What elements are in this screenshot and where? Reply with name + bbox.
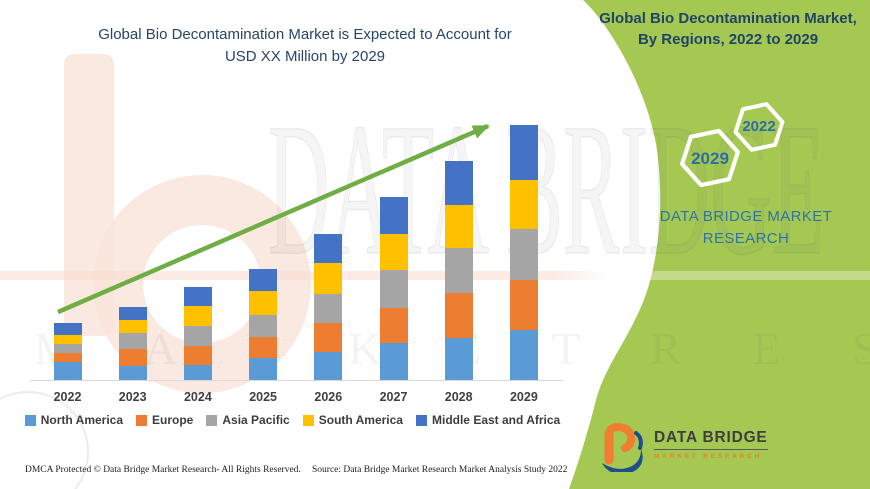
- x-axis-label-2027: 2027: [379, 390, 408, 404]
- legend-label-south-america: South America: [318, 413, 403, 427]
- x-axis-label-2028: 2028: [444, 390, 473, 404]
- chart-title-line2: USD XX Million by 2029: [224, 48, 386, 65]
- legend-label-north-america: North America: [40, 413, 124, 427]
- bar-segment-2029-north-america: [509, 330, 538, 380]
- panel-brand-line1: DATA BRIDGE MARKET: [659, 208, 833, 225]
- faint-circle-watermark: [0, 391, 89, 489]
- legend-swatch-south-america: [302, 414, 314, 426]
- bar-segment-2023-asia-pacific: [118, 333, 147, 349]
- bar-segment-2025-asia-pacific: [249, 315, 278, 337]
- bar-segment-2026-south-america: [314, 263, 343, 294]
- legend-item-north-america: North America: [24, 413, 124, 427]
- bar-segment-2029-europe: [509, 280, 538, 330]
- chart-legend: North America Europe Asia Pacific South Ame…: [0, 413, 585, 427]
- bar-segment-2023-south-america: [118, 320, 147, 333]
- legend-swatch-europe: [136, 414, 148, 426]
- bar-segment-2028-asia-pacific: [444, 248, 473, 293]
- bar-segment-2022-asia-pacific: [53, 344, 82, 353]
- legend-item-europe: Europe: [136, 413, 193, 427]
- bar-segment-2026-asia-pacific: [314, 294, 343, 323]
- data-bridge-b-icon: [602, 422, 643, 472]
- bar-segment-2026-europe: [314, 323, 343, 352]
- legend-item-south-america: South America: [302, 413, 403, 427]
- bar-segment-2025-north-america: [249, 358, 278, 380]
- panel-title-line2: By Regions, 2022 to 2029: [637, 31, 819, 48]
- legend-swatch-asia-pacific: [206, 414, 218, 426]
- dmca-notice: DMCA Protected © Data Bridge Market Rese…: [25, 465, 301, 475]
- bar-segment-2028-europe: [444, 293, 473, 338]
- bar-segment-2024-europe: [183, 346, 212, 365]
- chart-title-line1: Global Bio Decontamination Market is Exp…: [98, 26, 512, 43]
- bar-segment-2024-asia-pacific: [183, 326, 212, 346]
- panel-title-line1: Global Bio Decontamination Market,: [599, 10, 857, 27]
- bar-segment-2022-middle-east-and-africa: [53, 323, 82, 335]
- bar-segment-2022-north-america: [53, 362, 82, 380]
- x-axis-label-2029: 2029: [509, 390, 538, 404]
- legend-item-middle-east-and-africa: Middle East and Africa: [415, 413, 561, 427]
- bar-segment-2024-north-america: [183, 365, 212, 380]
- logo-subtitle: MARKET RESEARCH: [654, 452, 763, 460]
- bar-segment-2023-middle-east-and-africa: [118, 307, 147, 320]
- bar-segment-2025-middle-east-and-africa: [249, 269, 278, 291]
- x-axis-label-2022: 2022: [53, 390, 82, 404]
- bar-segment-2022-south-america: [53, 335, 82, 344]
- panel-title: Global Bio Decontamination Market, By Re…: [590, 8, 866, 50]
- x-axis-label-2026: 2026: [314, 390, 343, 404]
- bar-segment-2026-north-america: [314, 352, 343, 380]
- legend-label-europe: Europe: [152, 413, 194, 427]
- bar-segment-2027-middle-east-and-africa: [379, 197, 408, 234]
- bar-segment-2023-europe: [118, 349, 147, 366]
- hexagon-2022-icon: [733, 102, 785, 152]
- bar-segment-2025-south-america: [249, 291, 278, 315]
- legend-swatch-north-america: [24, 414, 36, 426]
- chart-title: Global Bio Decontamination Market is Exp…: [40, 24, 570, 68]
- bar-segment-2023-north-america: [118, 366, 147, 380]
- x-axis-label-2024: 2024: [183, 390, 212, 404]
- bar-segment-2027-asia-pacific: [379, 270, 408, 308]
- bar-segment-2028-south-america: [444, 205, 473, 248]
- legend-item-asia-pacific: Asia Pacific: [206, 413, 290, 427]
- x-axis-label-2023: 2023: [118, 390, 147, 404]
- source-note: Source: Data Bridge Market Research Mark…: [312, 465, 568, 475]
- bar-segment-2024-middle-east-and-africa: [183, 287, 212, 306]
- panel-brand-line2: RESEARCH: [702, 230, 790, 247]
- data-bridge-logo: DATA BRIDGE MARKET RESEARCH: [596, 420, 768, 472]
- bar-segment-2022-europe: [53, 353, 82, 362]
- bar-segment-2025-europe: [249, 337, 278, 358]
- bar-segment-2027-europe: [379, 308, 408, 343]
- bar-segment-2029-south-america: [509, 180, 538, 229]
- bar-segment-2024-south-america: [183, 306, 212, 326]
- hexagon-2029-icon: [680, 128, 740, 188]
- bar-segment-2026-middle-east-and-africa: [314, 234, 343, 263]
- legend-label-middle-east-and-africa: Middle East and Africa: [431, 413, 561, 427]
- hexagon-2029-label: 2029: [691, 149, 729, 168]
- panel-brand-text: DATA BRIDGE MARKET RESEARCH: [612, 206, 870, 250]
- bar-segment-2027-north-america: [379, 343, 408, 380]
- bar-segment-2028-north-america: [444, 338, 473, 380]
- legend-swatch-middle-east-and-africa: [415, 414, 427, 426]
- bar-segment-2027-south-america: [379, 234, 408, 270]
- x-axis-line: [30, 380, 563, 381]
- logo-name: DATA BRIDGE: [654, 429, 768, 450]
- legend-label-asia-pacific: Asia Pacific: [222, 413, 290, 427]
- bar-segment-2029-asia-pacific: [509, 229, 538, 280]
- hexagon-2022-label: 2022: [742, 118, 776, 135]
- bar-segment-2029-middle-east-and-africa: [509, 125, 538, 180]
- x-axis-label-2025: 2025: [249, 390, 277, 404]
- bar-segment-2028-middle-east-and-africa: [444, 161, 473, 205]
